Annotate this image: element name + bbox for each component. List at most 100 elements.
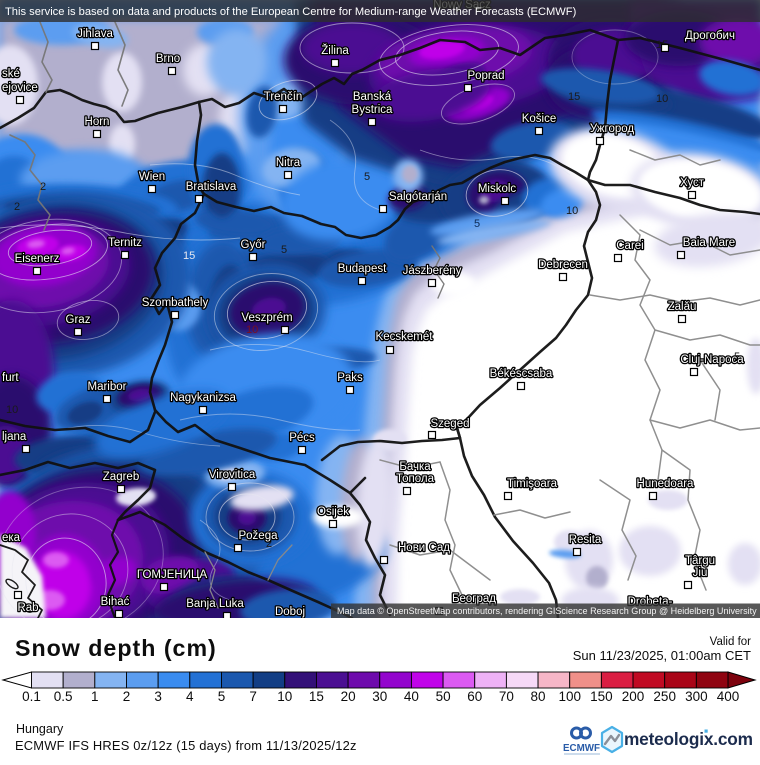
svg-text:Debrecen: Debrecen (538, 259, 588, 271)
svg-text:10: 10 (566, 205, 578, 217)
svg-text:ské: ské (2, 68, 20, 80)
svg-text:Miskolc: Miskolc (478, 183, 517, 195)
svg-text:2: 2 (14, 201, 20, 213)
svg-text:4: 4 (186, 689, 194, 704)
svg-text:80: 80 (531, 689, 546, 704)
svg-text:Carei: Carei (616, 240, 643, 252)
svg-text:meteologix.com: meteologix.com (624, 729, 753, 749)
svg-text:10: 10 (6, 404, 18, 416)
svg-text:5: 5 (218, 689, 226, 704)
svg-text:Хуст: Хуст (680, 177, 705, 189)
svg-text:1: 1 (91, 689, 99, 704)
svg-text:ECMWF IFS HRES 0z/12z (15 days: ECMWF IFS HRES 0z/12z (15 days) from 11/… (15, 738, 357, 753)
svg-text:2: 2 (40, 181, 46, 193)
svg-text:Resita: Resita (569, 534, 602, 546)
svg-text:Trenčín: Trenčín (264, 91, 303, 103)
svg-text:Rab: Rab (17, 602, 38, 614)
svg-text:Žilina: Žilina (321, 44, 349, 57)
svg-text:15: 15 (568, 91, 580, 103)
svg-text:100: 100 (558, 689, 581, 704)
svg-text:Бачка: Бачка (399, 461, 431, 473)
svg-text:ljana: ljana (2, 431, 27, 443)
svg-text:7: 7 (249, 689, 257, 704)
svg-text:Budapest: Budapest (338, 263, 387, 275)
svg-text:Doboj: Doboj (275, 606, 305, 618)
svg-text:ejovice: ejovice (2, 82, 38, 94)
svg-text:furt: furt (2, 372, 19, 384)
svg-text:Košice: Košice (522, 113, 557, 125)
svg-text:Hunedoara: Hunedoara (637, 478, 695, 490)
svg-text:400: 400 (717, 689, 740, 704)
svg-text:5: 5 (734, 351, 740, 363)
svg-text:Топола: Топола (396, 473, 435, 485)
svg-text:0.1: 0.1 (22, 689, 41, 704)
svg-text:Bihać: Bihać (101, 596, 130, 608)
svg-text:Jihlava: Jihlava (77, 28, 113, 40)
svg-text:50: 50 (436, 689, 451, 704)
svg-text:Zalău: Zalău (668, 301, 697, 313)
svg-text:Jiu: Jiu (693, 567, 708, 579)
svg-text:ГОМЈЕНИЦА: ГОМЈЕНИЦА (137, 569, 208, 581)
svg-text:15: 15 (183, 250, 195, 262)
svg-text:This service is based on data: This service is based on data and produc… (5, 6, 577, 18)
svg-text:Snow depth (cm): Snow depth (cm) (15, 635, 217, 661)
svg-text:Békéscsaba: Békéscsaba (490, 368, 553, 380)
svg-text:Banská: Banská (353, 91, 392, 103)
svg-text:Târgu: Târgu (685, 555, 715, 567)
svg-text:300: 300 (685, 689, 708, 704)
svg-text:Ужгород: Ужгород (590, 123, 634, 135)
svg-text:3: 3 (154, 689, 162, 704)
svg-text:Београд: Београд (452, 593, 496, 605)
svg-text:10: 10 (277, 689, 292, 704)
svg-text:70: 70 (499, 689, 514, 704)
svg-text:Osijek: Osijek (317, 506, 349, 518)
svg-text:60: 60 (467, 689, 482, 704)
svg-text:Szeged: Szeged (430, 418, 469, 430)
svg-text:Bratislava: Bratislava (186, 181, 237, 193)
svg-text:5: 5 (474, 218, 480, 230)
svg-text:Veszprém: Veszprém (241, 312, 292, 324)
svg-text:Banja Luka: Banja Luka (186, 598, 244, 610)
svg-text:5: 5 (281, 244, 287, 256)
svg-text:Map data © OpenStreetMap contr: Map data © OpenStreetMap contributors, r… (337, 606, 757, 616)
svg-text:Eisenerz: Eisenerz (15, 253, 60, 265)
svg-text:Horn: Horn (85, 116, 110, 128)
svg-text:Ternitz: Ternitz (108, 237, 142, 249)
svg-text:Дрогобич: Дрогобич (685, 30, 735, 42)
svg-text:Maribor: Maribor (88, 381, 127, 393)
svg-text:Hungary: Hungary (16, 722, 64, 736)
svg-text:ека: ека (2, 532, 21, 544)
svg-text:Paks: Paks (337, 372, 363, 384)
svg-text:Sun 11/23/2025, 01:00am CET: Sun 11/23/2025, 01:00am CET (573, 648, 751, 663)
svg-text:Jászberény: Jászberény (403, 265, 462, 277)
svg-text:Szombathely: Szombathely (142, 297, 209, 309)
svg-text:2: 2 (123, 689, 131, 704)
svg-text:ECMWF: ECMWF (563, 743, 600, 754)
svg-text:Baia Mare: Baia Mare (683, 237, 735, 249)
svg-text:Cluj-Napoca: Cluj-Napoca (680, 354, 744, 366)
svg-text:Bystrica: Bystrica (352, 104, 394, 116)
svg-text:15: 15 (309, 689, 324, 704)
svg-text:Nagykanizsa: Nagykanizsa (170, 392, 236, 404)
svg-text:Graz: Graz (66, 314, 91, 326)
svg-text:250: 250 (653, 689, 676, 704)
svg-text:Нови Сад: Нови Сад (398, 542, 450, 554)
svg-text:2: 2 (266, 538, 272, 550)
svg-text:150: 150 (590, 689, 613, 704)
svg-text:200: 200 (622, 689, 645, 704)
svg-text:Kecskemét: Kecskemét (376, 331, 434, 343)
svg-text:Timişoara: Timişoara (507, 478, 558, 490)
svg-text:Požega: Požega (238, 530, 278, 542)
svg-text:10: 10 (246, 324, 258, 336)
svg-text:40: 40 (404, 689, 419, 704)
svg-text:5: 5 (364, 171, 370, 183)
svg-text:20: 20 (341, 689, 356, 704)
svg-text:Brno: Brno (156, 53, 180, 65)
svg-text:Pécs: Pécs (289, 432, 315, 444)
svg-text:Győr: Győr (241, 239, 266, 251)
svg-text:Nitra: Nitra (276, 157, 301, 169)
svg-text:Salgótarján: Salgótarján (389, 191, 447, 203)
svg-text:Valid for: Valid for (710, 636, 752, 648)
svg-text:10: 10 (656, 93, 668, 105)
svg-text:Wien: Wien (139, 171, 165, 183)
